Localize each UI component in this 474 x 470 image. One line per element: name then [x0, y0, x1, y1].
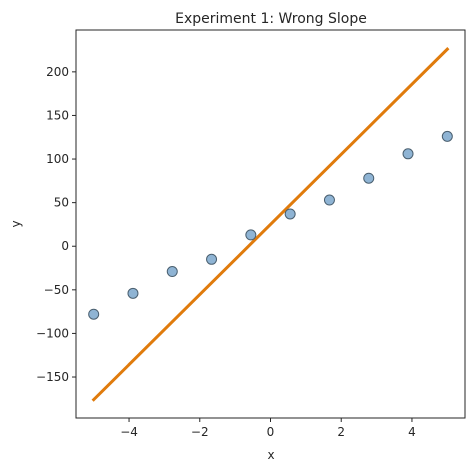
y-tick-label: −100: [36, 326, 69, 340]
data-point: [441, 130, 453, 142]
y-axis: −150 −100 −50 0 50 100 150 200: [36, 65, 76, 384]
x-tick-label: 0: [267, 425, 275, 439]
fit-line: [91, 47, 450, 402]
x-tick-label: −2: [191, 425, 209, 439]
plot-area: [88, 47, 453, 402]
data-point: [363, 172, 375, 184]
chart-title: Experiment 1: Wrong Slope: [175, 11, 367, 27]
x-tick-label: 4: [408, 425, 416, 439]
y-axis-label: y: [9, 220, 23, 227]
data-point: [206, 253, 218, 265]
data-point: [166, 266, 178, 278]
x-tick-label: −4: [120, 425, 138, 439]
data-point: [284, 208, 296, 220]
y-tick-label: 100: [46, 152, 69, 166]
data-point: [127, 287, 139, 299]
y-tick-label: −150: [36, 370, 69, 384]
y-tick-label: 50: [54, 196, 69, 210]
x-axis: −4 −2 0 2 4: [120, 418, 416, 439]
data-point: [88, 308, 100, 320]
y-tick-label: 0: [61, 239, 69, 253]
y-tick-label: 200: [46, 65, 69, 79]
y-tick-label: −50: [44, 283, 69, 297]
y-tick-label: 150: [46, 108, 69, 122]
x-tick-label: 2: [337, 425, 345, 439]
data-point: [245, 229, 257, 241]
data-point: [402, 148, 414, 160]
data-point: [323, 194, 335, 206]
x-axis-label: x: [267, 448, 274, 462]
